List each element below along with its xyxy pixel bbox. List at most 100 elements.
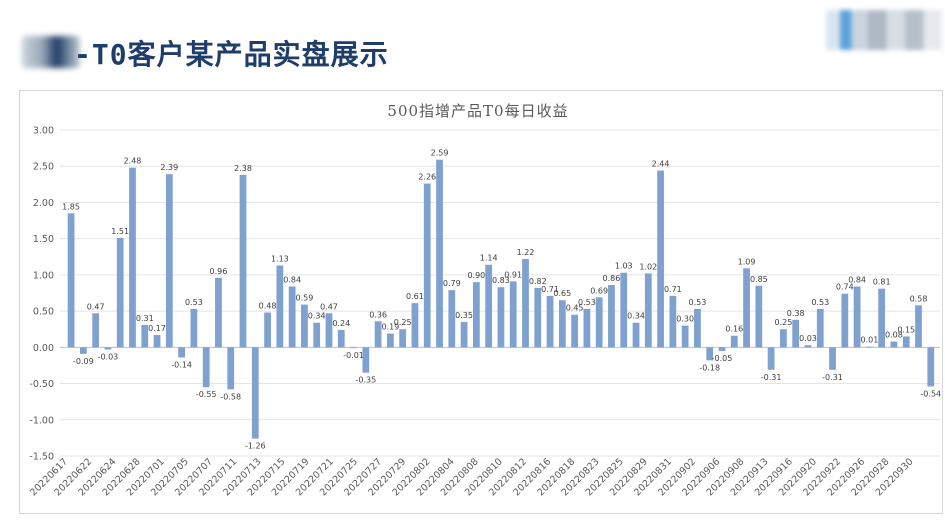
data-label: 1.02 — [639, 262, 657, 271]
bar — [890, 341, 898, 348]
bar — [657, 170, 664, 348]
bar — [79, 347, 87, 354]
data-label: 2.38 — [234, 164, 252, 173]
data-label: -1.26 — [245, 442, 266, 451]
y-tick-label: 2.50 — [33, 162, 54, 173]
bar — [337, 329, 345, 348]
data-label: 1.22 — [517, 248, 535, 257]
bar — [116, 237, 124, 348]
data-label: 2.48 — [124, 157, 142, 166]
bar — [878, 288, 886, 348]
bar — [522, 258, 529, 348]
data-label: 0.53 — [811, 298, 829, 307]
bar — [202, 347, 210, 388]
data-label: 0.96 — [210, 267, 228, 276]
data-label: -0.58 — [220, 392, 241, 401]
bar — [853, 286, 861, 348]
data-label: -0.18 — [699, 363, 720, 372]
slide-title: -T0客户某产品实盘展示 — [74, 38, 389, 71]
bar — [743, 268, 750, 348]
data-label: 0.19 — [381, 323, 399, 332]
bar — [694, 308, 701, 348]
bar — [239, 174, 247, 348]
data-label: 0.34 — [627, 312, 645, 321]
chart-frame — [19, 90, 943, 514]
data-label: 0.71 — [541, 285, 559, 294]
bar — [92, 313, 100, 348]
bar — [141, 324, 149, 348]
data-label: 0.38 — [787, 309, 805, 318]
bar — [178, 347, 185, 358]
bar — [927, 347, 935, 387]
data-label: -0.35 — [355, 376, 376, 385]
y-axis: 3.00 2.50 2.00 1.50 1.00 0.50 0.00 -0.50 -1.00 -1… — [29, 126, 54, 463]
bar — [730, 335, 738, 348]
data-label: 0.53 — [185, 298, 203, 307]
data-label: 0.82 — [529, 277, 547, 286]
bar — [546, 295, 554, 348]
data-label: 2.39 — [160, 163, 178, 172]
data-label: 0.91 — [504, 270, 522, 279]
data-label: 0.15 — [897, 325, 915, 334]
data-label: -0.05 — [712, 354, 733, 363]
bar — [706, 347, 714, 361]
bar — [866, 346, 873, 348]
bar — [190, 308, 198, 348]
bar — [399, 329, 407, 348]
chart-title: 500指增产品T0每日收益 — [387, 102, 568, 120]
bar — [755, 285, 763, 348]
y-tick-label: -1.50 — [29, 452, 54, 463]
blurred-logo-icon — [22, 36, 80, 68]
blurred-corner-logo-icon — [826, 10, 942, 50]
data-label: 0.48 — [259, 302, 277, 311]
data-label: 0.01 — [860, 336, 878, 345]
y-tick-label: 3.00 — [33, 126, 54, 137]
y-tick-label: -1.00 — [29, 415, 54, 426]
data-label: 2.44 — [652, 160, 670, 169]
data-label: 1.51 — [111, 227, 129, 236]
bar — [325, 313, 333, 348]
data-label: 0.69 — [590, 286, 608, 295]
data-label: 0.58 — [910, 294, 928, 303]
data-label: 0.81 — [873, 278, 891, 287]
data-label: 0.53 — [578, 298, 596, 307]
data-label: 0.34 — [308, 312, 326, 321]
data-label: 0.35 — [455, 311, 473, 320]
bar — [534, 287, 542, 348]
bar — [288, 286, 296, 348]
bar — [215, 277, 222, 348]
bar — [816, 308, 824, 348]
data-label: -0.31 — [822, 373, 843, 382]
y-tick-label: 1.00 — [33, 270, 54, 281]
data-label: 0.59 — [296, 294, 314, 303]
data-label: 2.26 — [418, 173, 436, 182]
bar — [436, 159, 443, 348]
bar — [104, 347, 112, 350]
bar — [276, 265, 284, 348]
data-label: 0.53 — [689, 298, 707, 307]
bar — [829, 347, 836, 370]
y-tick-label: 0.00 — [33, 343, 54, 354]
bar — [165, 174, 173, 348]
bar — [632, 322, 640, 348]
y-tick-label: 2.00 — [33, 198, 54, 209]
data-label: 0.65 — [553, 289, 571, 298]
data-label: -0.54 — [920, 389, 941, 398]
bar — [497, 287, 505, 348]
bar — [374, 321, 382, 348]
data-label: 0.85 — [750, 275, 768, 284]
bar — [509, 281, 517, 348]
bar — [718, 347, 726, 351]
bar — [129, 167, 136, 348]
bar — [669, 295, 677, 348]
bar — [595, 297, 603, 348]
bar — [620, 272, 628, 348]
y-tick-label: 1.50 — [33, 234, 54, 245]
x-axis: 2022061720220622202206242022062820220701… — [28, 456, 915, 498]
data-label: 0.74 — [836, 283, 854, 292]
data-label: 0.08 — [885, 331, 903, 340]
bar — [362, 347, 370, 373]
data-label: 1.85 — [62, 202, 80, 211]
bar — [792, 319, 800, 348]
